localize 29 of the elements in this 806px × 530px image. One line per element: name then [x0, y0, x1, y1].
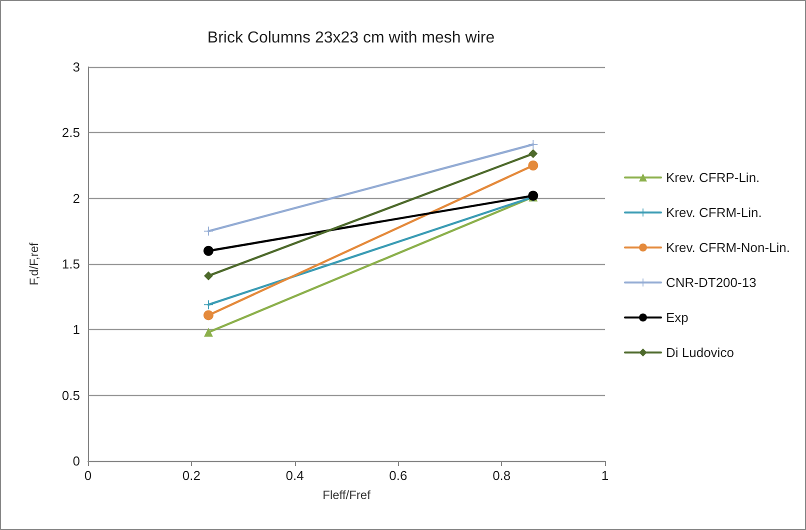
point	[203, 246, 214, 256]
y-tick-label: 2	[72, 190, 80, 206]
y-tick-label: 0.5	[62, 388, 80, 403]
y-tick-label: 3	[72, 60, 80, 74]
y-tick-label: 2.5	[62, 125, 80, 140]
x-tick-label: 0	[84, 468, 92, 483]
point	[528, 140, 538, 149]
y-tick-label: 0	[72, 454, 80, 468]
x-tick-label: 0.6	[389, 468, 408, 483]
point	[204, 271, 213, 280]
legend-label: Krev. CFRM-Non-Lin.	[666, 240, 790, 255]
chart-title: Brick Columns 23x23 cm with mesh wire	[207, 30, 495, 46]
x-tick-label: 1	[601, 468, 609, 483]
legend-label: Krev. CFRM-Lin.	[666, 205, 762, 220]
x-axis-title: Fleff/Fref	[322, 488, 372, 502]
legend-label: Krev. CFRP-Lin.	[666, 170, 760, 185]
x-tick-label: 0.2	[182, 468, 200, 483]
point	[528, 160, 538, 170]
legend-label: Di Ludovico	[666, 345, 734, 360]
x-tick-label: 0.4	[286, 468, 304, 483]
y-axis-title: F,d/F,ref	[27, 242, 41, 286]
point	[204, 226, 213, 236]
y-tick-label: 1	[72, 322, 80, 338]
point	[203, 310, 214, 320]
point	[528, 149, 538, 158]
legend-label: CNR-DT200-13	[666, 275, 756, 290]
legend-label: Exp	[666, 310, 688, 325]
y-tick-label: 1.5	[62, 256, 80, 272]
x-tick-label: 0.8	[492, 468, 511, 483]
